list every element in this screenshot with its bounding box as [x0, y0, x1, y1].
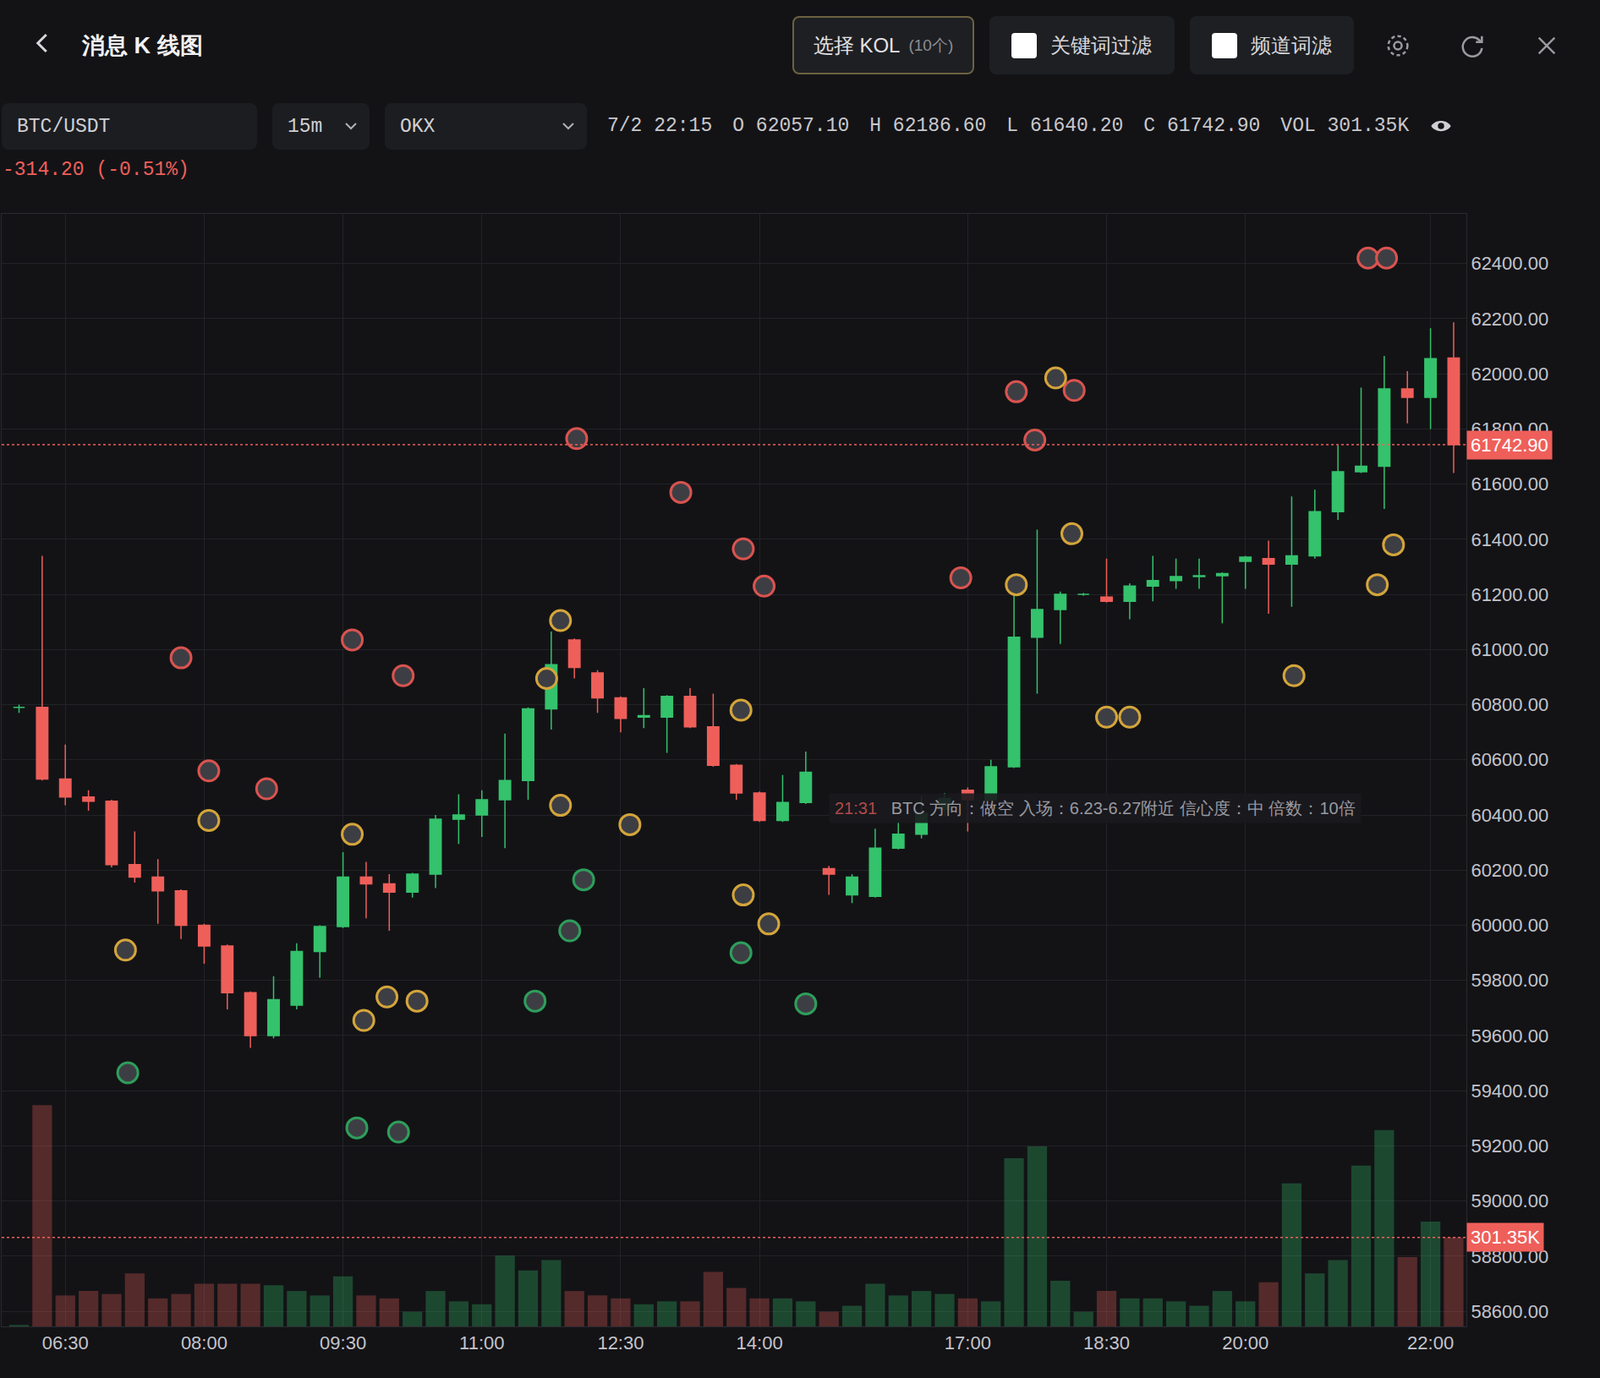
svg-text:58800.00: 58800.00	[1470, 1246, 1549, 1268]
svg-text:61800.00: 61800.00	[1470, 418, 1549, 440]
svg-text:60800.00: 60800.00	[1470, 694, 1549, 716]
html-text:OKX: OKX	[400, 115, 436, 138]
html-text:VOL 301.35K: VOL 301.35K	[1280, 115, 1410, 137]
svg-text:60600.00: 60600.00	[1470, 749, 1549, 771]
html-text:O 62057.10: O 62057.10	[732, 115, 850, 137]
html-text:L 61640.20: L 61640.20	[1006, 115, 1124, 137]
html-text:15m: 15m	[287, 115, 323, 138]
html-text:消息 K 线图: 消息 K 线图	[82, 32, 203, 59]
html-text:-314.20 (-0.51%): -314.20 (-0.51%)	[2, 158, 190, 181]
svg-text:60400.00: 60400.00	[1470, 805, 1549, 827]
svg-text:06:30: 06:30	[42, 1332, 89, 1354]
svg-text:58600.00: 58600.00	[1470, 1301, 1549, 1323]
html-text:选择 KOL (10个): 选择 KOL (10个)	[813, 33, 954, 57]
svg-text:59000.00: 59000.00	[1470, 1190, 1549, 1212]
svg-text:60200.00: 60200.00	[1470, 860, 1549, 882]
svg-text:18:30: 18:30	[1083, 1332, 1130, 1354]
svg-text:14:00: 14:00	[736, 1332, 784, 1354]
svg-text:20:00: 20:00	[1221, 1332, 1269, 1354]
svg-text:62000.00: 62000.00	[1470, 363, 1549, 385]
html-text:7/2 22:15: 7/2 22:15	[607, 115, 713, 137]
svg-text:60000.00: 60000.00	[1470, 915, 1549, 937]
svg-text:301.35K: 301.35K	[1470, 1227, 1540, 1249]
html-text:C 61742.90: C 61742.90	[1143, 115, 1261, 137]
svg-text:17:00: 17:00	[944, 1332, 992, 1354]
svg-text:61742.90: 61742.90	[1470, 434, 1549, 456]
svg-text:61600.00: 61600.00	[1470, 473, 1549, 495]
svg-text:59200.00: 59200.00	[1470, 1135, 1549, 1157]
svg-text:61400.00: 61400.00	[1470, 529, 1549, 551]
html-text:BTC/USDT: BTC/USDT	[16, 115, 111, 138]
svg-text:12:30: 12:30	[597, 1332, 644, 1354]
svg-text:62400.00: 62400.00	[1470, 252, 1549, 274]
svg-text:09:30: 09:30	[319, 1332, 367, 1354]
html-text:关键词过滤: 关键词过滤	[1050, 33, 1152, 57]
svg-text:08:00: 08:00	[180, 1332, 228, 1354]
html-text:H 62186.60: H 62186.60	[869, 115, 987, 137]
svg-text:11:00: 11:00	[459, 1332, 505, 1354]
svg-text:59400.00: 59400.00	[1470, 1080, 1549, 1102]
svg-text:21:31 BTC 方向：做空 入场：6.23-6.27: 21:31 BTC 方向：做空 入场：6.23-6.27附近 信心度：中 倍数：…	[834, 799, 1356, 818]
svg-text:22:00: 22:00	[1407, 1332, 1454, 1354]
svg-text:61200.00: 61200.00	[1470, 584, 1549, 606]
html-text:频道词滤: 频道词滤	[1250, 33, 1332, 57]
svg-text:59800.00: 59800.00	[1470, 969, 1549, 992]
svg-text:62200.00: 62200.00	[1470, 308, 1549, 330]
svg-text:61000.00: 61000.00	[1470, 639, 1549, 661]
svg-text:59600.00: 59600.00	[1470, 1025, 1549, 1047]
